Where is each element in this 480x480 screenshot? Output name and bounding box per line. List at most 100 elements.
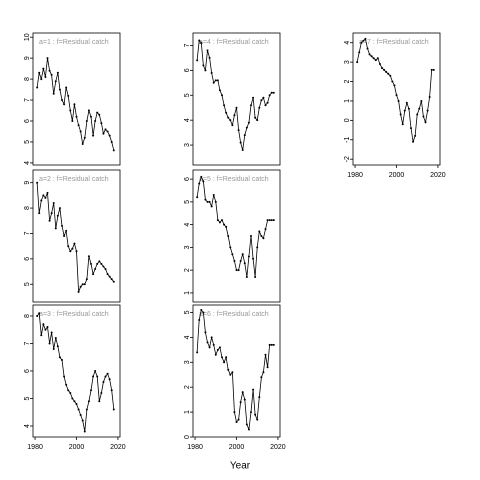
data-point [83, 136, 86, 139]
data-point [268, 219, 271, 222]
series-line [36, 58, 115, 151]
data-point [71, 120, 74, 122]
data-point [196, 351, 199, 354]
data-point [212, 81, 215, 84]
data-point [227, 116, 230, 119]
y-tick-label: 2 [184, 268, 191, 272]
y-tick-label: 5 [24, 396, 31, 400]
data-point [227, 235, 230, 237]
data-point [212, 343, 215, 346]
data-point [393, 84, 396, 87]
data-point [401, 123, 404, 126]
data-point [204, 69, 207, 72]
panel-title: a=5 : f=Residual catch [199, 176, 269, 183]
data-point [266, 366, 269, 369]
data-point [214, 353, 217, 356]
data-point [256, 119, 259, 122]
data-point [395, 94, 398, 97]
y-tick-label: 4 [24, 161, 31, 165]
data-point [216, 348, 219, 351]
data-point [272, 219, 275, 222]
series-line [36, 312, 115, 432]
data-point [79, 414, 82, 416]
data-point [364, 37, 367, 40]
data-point [368, 53, 371, 56]
data-point [399, 113, 402, 116]
data-point [112, 149, 115, 152]
x-tick-label: 1980 [187, 444, 203, 451]
data-point [102, 381, 105, 383]
y-tick-label: 2 [184, 385, 191, 389]
y-tick-label: 0 [344, 118, 351, 122]
data-point [208, 346, 211, 349]
data-point [83, 430, 86, 433]
data-point [98, 113, 101, 116]
data-point [79, 130, 82, 133]
data-point [102, 132, 105, 135]
data-point [247, 121, 250, 124]
data-point [245, 275, 248, 278]
data-point [231, 124, 234, 127]
data-point [110, 278, 113, 281]
x-tick-label: 1980 [27, 444, 43, 451]
data-point [90, 115, 92, 118]
data-point [262, 96, 265, 99]
data-point [36, 86, 39, 89]
data-point [378, 63, 381, 66]
data-point [264, 228, 267, 231]
y-tick-label: 4 [24, 424, 31, 428]
data-point [90, 262, 92, 265]
data-point [231, 253, 234, 256]
data-point [247, 255, 250, 258]
data-point [96, 262, 99, 265]
y-tick-label: 7 [184, 43, 191, 47]
data-point [223, 104, 226, 107]
data-point [56, 214, 59, 217]
data-point [221, 219, 223, 222]
data-point [44, 76, 47, 78]
data-point [48, 219, 51, 222]
data-point [210, 205, 213, 208]
data-point [69, 250, 72, 253]
data-point [372, 57, 375, 60]
data-point [104, 375, 107, 378]
data-point [245, 423, 248, 426]
y-tick-label: 1 [184, 291, 191, 295]
y-tick-label: 3 [184, 360, 191, 364]
y-tick-label: 4 [344, 41, 351, 45]
data-point [196, 59, 199, 62]
data-point [206, 341, 209, 344]
data-point [87, 255, 90, 258]
y-tick-label: 4 [184, 118, 191, 122]
data-point [56, 71, 59, 74]
y-tick-label: 6 [24, 119, 31, 123]
data-point [81, 143, 84, 146]
data-point [104, 128, 107, 131]
data-point [106, 372, 109, 375]
y-tick-label: 6 [24, 369, 31, 373]
y-tick-label: 7 [24, 98, 31, 102]
panel-frame [32, 32, 121, 166]
data-point [208, 200, 211, 203]
data-point [405, 101, 408, 104]
y-tick-label: 1 [344, 99, 351, 103]
data-point [92, 375, 95, 378]
data-point [61, 99, 63, 102]
y-tick-label: 0 [184, 435, 191, 439]
data-point [237, 418, 240, 421]
data-point [223, 223, 226, 226]
data-point [397, 99, 400, 102]
data-point [94, 268, 97, 270]
data-point [266, 219, 269, 222]
data-point [233, 114, 236, 117]
data-point [206, 200, 209, 203]
data-point [46, 191, 49, 194]
y-tick-label: 5 [184, 200, 191, 204]
data-point [212, 194, 215, 197]
data-point [61, 224, 63, 227]
data-point [260, 99, 263, 102]
data-point [428, 96, 431, 99]
data-point [227, 368, 230, 371]
data-point [90, 389, 92, 392]
data-point [254, 413, 257, 416]
